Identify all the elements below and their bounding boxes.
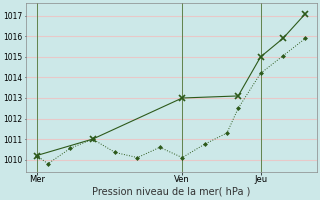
X-axis label: Pression niveau de la mer( hPa ): Pression niveau de la mer( hPa ) xyxy=(92,187,250,197)
